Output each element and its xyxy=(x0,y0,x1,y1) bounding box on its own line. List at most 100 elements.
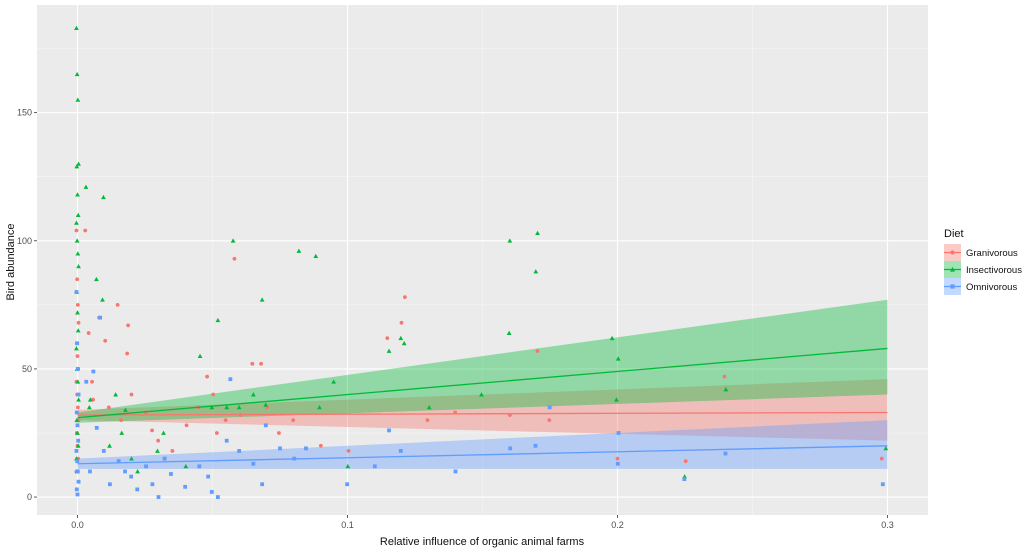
omnivorous-data-point xyxy=(183,484,188,489)
omnivorous-data-point xyxy=(76,438,81,443)
insectivorous-fit-line xyxy=(77,347,888,419)
insectivorous-data-point xyxy=(75,443,81,448)
omnivorous-data-point xyxy=(88,469,92,474)
omnivorous-data-point xyxy=(76,479,81,484)
insectivorous-data-point xyxy=(250,392,256,397)
insectivorous-data-point xyxy=(331,379,337,384)
x-tick-label: 0.0 xyxy=(71,520,84,530)
omnivorous-data-point xyxy=(206,474,211,479)
omnivorous-fit-line xyxy=(77,445,888,465)
granivorous-data-point xyxy=(211,392,216,397)
omnivorous-data-point xyxy=(156,495,161,499)
insectivorous-data-point xyxy=(230,238,236,243)
legend-key-marker xyxy=(950,284,955,289)
x-axis-title: Relative influence of organic animal far… xyxy=(380,536,585,548)
granivorous-data-point xyxy=(615,456,620,461)
insectivorous-data-point xyxy=(76,161,81,166)
insectivorous-data-point xyxy=(75,310,80,315)
insectivorous-data-point xyxy=(345,463,351,469)
insectivorous-data-point xyxy=(533,269,539,274)
legend-key-marker xyxy=(949,266,956,272)
insectivorous-data-point xyxy=(100,297,105,302)
insectivorous-data-point xyxy=(479,392,484,397)
insectivorous-data-point xyxy=(236,404,242,410)
insectivorous-data-point xyxy=(609,335,615,341)
granivorous-data-point xyxy=(547,418,552,423)
omnivorous-data-point xyxy=(372,464,377,469)
confidence-bands xyxy=(77,299,888,469)
insectivorous-data-point xyxy=(74,346,79,351)
legend-item-omnivorous: Omnivorous xyxy=(944,278,1017,295)
insectivorous-data-point xyxy=(535,230,540,235)
granivorous-data-point xyxy=(259,361,263,366)
omnivorous-data-point xyxy=(263,423,268,428)
omnivorous-data-point xyxy=(453,469,458,474)
omnivorous-data-point xyxy=(228,377,233,382)
insectivorous-data-point xyxy=(76,397,81,402)
insectivorous-data-point xyxy=(615,356,621,361)
granivorous-data-point xyxy=(83,228,88,233)
granivorous-data-point xyxy=(214,431,219,435)
granivorous-data-point xyxy=(291,418,296,423)
omnivorous-data-point xyxy=(74,290,79,294)
granivorous-data-point xyxy=(76,320,81,325)
granivorous-data-point xyxy=(722,374,727,379)
granivorous-data-point xyxy=(156,438,161,443)
insectivorous-data-point xyxy=(155,448,160,453)
legend-keys: Granivorous Insectivorous Omnivorous xyxy=(944,244,1022,295)
insectivorous-data-point xyxy=(215,317,221,323)
insectivorous-confidence-band xyxy=(77,299,888,423)
granivorous-data-point xyxy=(74,228,79,233)
x-tick-label: 0.1 xyxy=(341,520,354,530)
omnivorous-data-point xyxy=(150,482,155,487)
omnivorous-data-point xyxy=(237,449,242,453)
omnivorous-data-point xyxy=(84,379,89,384)
omnivorous-data-point xyxy=(75,492,80,497)
granivorous-data-point xyxy=(385,336,390,341)
insectivorous-data-point xyxy=(883,445,889,451)
omnivorous-data-point xyxy=(251,461,256,466)
insectivorous-data-point xyxy=(313,253,319,259)
omnivorous-data-point xyxy=(880,482,885,487)
omnivorous-data-point xyxy=(508,446,513,451)
y-tick-label: 100 xyxy=(17,236,32,246)
omnivorous-data-point xyxy=(144,464,148,469)
insectivorous-data-point xyxy=(224,404,230,410)
legend-item-granivorous: Granivorous xyxy=(944,244,1018,261)
insectivorous-data-point xyxy=(161,430,166,435)
omnivorous-data-point xyxy=(278,446,282,451)
omnivorous-data-point xyxy=(74,487,79,492)
granivorous-fit-line xyxy=(77,411,888,416)
legend-title: Diet xyxy=(944,228,964,240)
insectivorous-data-point xyxy=(83,184,89,189)
omnivorous-data-point xyxy=(169,472,173,476)
granivorous-data-point xyxy=(399,320,404,325)
legend-item-insectivorous: Insectivorous xyxy=(944,261,1022,278)
omnivorous-data-point xyxy=(75,367,80,371)
x-tick-label: 0.3 xyxy=(881,520,894,530)
insectivorous-data-point xyxy=(614,397,619,402)
insectivorous-data-point xyxy=(75,328,81,333)
insectivorous-data-point xyxy=(74,25,79,30)
omnivorous-data-point xyxy=(216,495,220,499)
insectivorous-data-point xyxy=(209,404,215,410)
insectivorous-data-point xyxy=(317,404,322,410)
insectivorous-data-point xyxy=(74,220,79,225)
omnivorous-data-point xyxy=(547,405,552,410)
granivorous-data-point xyxy=(75,277,80,282)
insectivorous-data-point xyxy=(386,348,392,353)
insectivorous-data-point xyxy=(101,194,106,200)
omnivorous-confidence-band xyxy=(77,420,888,469)
insectivorous-data-point xyxy=(75,430,80,435)
insectivorous-data-point xyxy=(296,248,302,253)
omnivorous-data-point xyxy=(75,469,80,474)
granivorous-data-point xyxy=(277,431,281,435)
granivorous-data-point xyxy=(75,302,80,307)
granivorous-data-point xyxy=(184,423,189,428)
insectivorous-data-point xyxy=(74,71,80,77)
insectivorous-data-point xyxy=(259,297,265,302)
granivorous-data-point xyxy=(205,374,210,379)
omnivorous-data-point xyxy=(615,461,620,466)
omnivorous-data-point xyxy=(135,487,140,492)
